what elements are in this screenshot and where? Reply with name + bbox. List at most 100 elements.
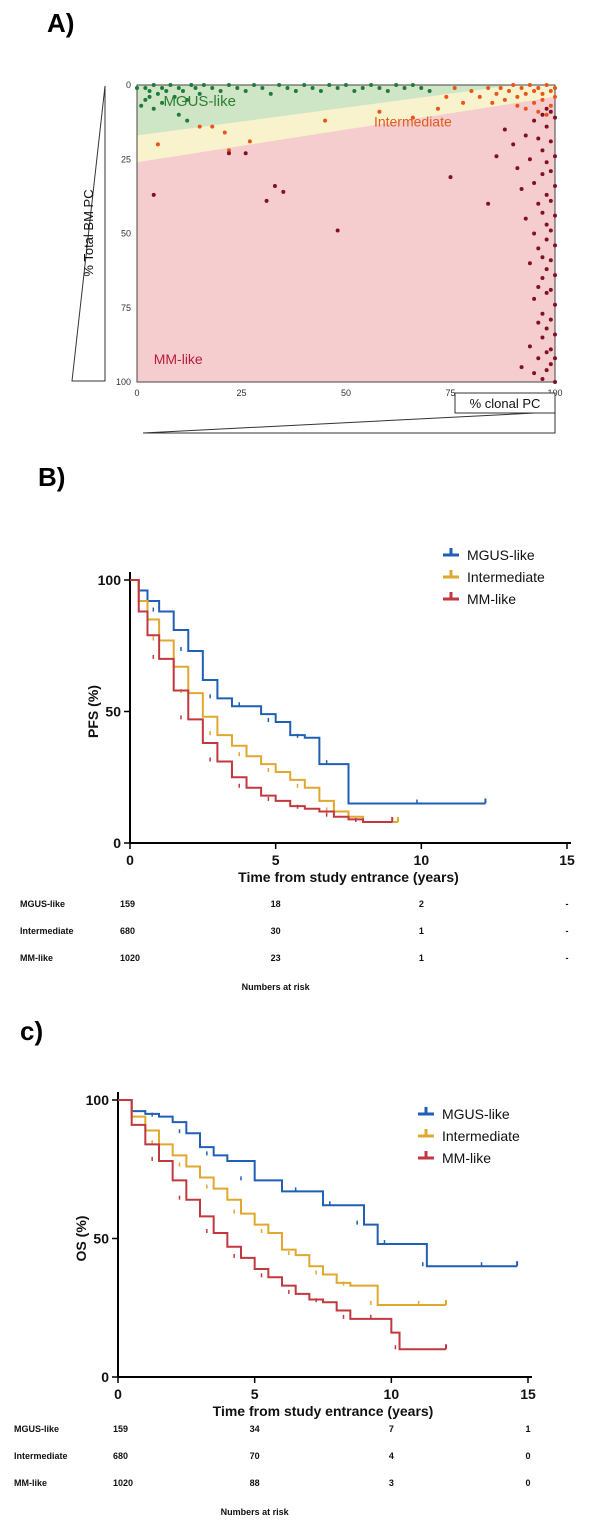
data-point <box>452 85 457 90</box>
region-label-intermediate: Intermediate <box>374 114 452 130</box>
legend-item: Intermediate <box>443 569 545 585</box>
y-tick-label: 50 <box>121 229 131 239</box>
data-point <box>523 106 528 111</box>
data-point <box>553 356 557 361</box>
data-point <box>226 151 231 156</box>
data-point <box>139 103 144 108</box>
risk-cell: - <box>566 953 569 963</box>
data-point <box>147 88 152 93</box>
data-point <box>155 142 160 147</box>
km-curve-mgus-like <box>118 1099 518 1268</box>
data-point <box>260 85 265 90</box>
data-point <box>502 127 507 132</box>
data-point <box>553 94 557 99</box>
y-tick-label: 100 <box>86 1092 110 1108</box>
data-point <box>419 85 424 90</box>
data-point <box>193 85 198 90</box>
data-point <box>201 83 206 87</box>
data-point <box>252 83 257 87</box>
data-point <box>553 115 557 120</box>
data-point <box>327 83 332 87</box>
x-tick-label: 0 <box>134 388 139 398</box>
data-point <box>523 91 528 96</box>
y-axis-title: OS (%) <box>73 1216 89 1262</box>
y-axis-title: PFS (%) <box>85 685 101 738</box>
legend-item: MM-like <box>443 591 516 607</box>
data-point <box>293 88 298 93</box>
data-point <box>143 85 148 90</box>
data-point <box>385 88 390 93</box>
y-axis-wedge <box>71 85 106 382</box>
data-point <box>544 83 549 87</box>
x-tick-label: 15 <box>520 1386 536 1402</box>
legend-item: MGUS-like <box>418 1106 510 1122</box>
x-tick-label: 5 <box>251 1386 259 1402</box>
data-point <box>553 213 557 218</box>
km-curve-mm-like <box>118 1099 446 1351</box>
data-point <box>323 118 328 123</box>
x-tick-label: 10 <box>384 1386 400 1402</box>
y-tick-label: 0 <box>126 80 131 90</box>
data-point <box>540 172 545 177</box>
data-point <box>544 237 549 242</box>
risk-cell: - <box>566 899 569 909</box>
data-point <box>548 139 553 144</box>
data-point <box>410 83 415 87</box>
legend-item: Intermediate <box>418 1128 520 1144</box>
data-point <box>155 91 160 96</box>
data-point <box>360 85 365 90</box>
data-point <box>540 255 545 260</box>
legend-label: Intermediate <box>442 1128 520 1144</box>
data-point <box>553 154 557 159</box>
risk-row-label: MM-like <box>20 953 53 963</box>
data-point <box>310 85 315 90</box>
data-point <box>410 115 415 120</box>
data-point <box>494 91 499 96</box>
data-point <box>548 169 553 174</box>
data-point <box>427 88 432 93</box>
km-curve-mm-like <box>130 579 393 823</box>
data-point <box>540 91 545 96</box>
region-mgus-like <box>137 85 515 136</box>
data-point <box>532 371 537 376</box>
legend-item: MGUS-like <box>443 547 535 563</box>
data-point <box>540 335 545 340</box>
legend-item: MM-like <box>418 1150 491 1166</box>
data-point <box>540 148 545 153</box>
data-point <box>402 85 407 90</box>
risk-row-label: Intermediate <box>14 1451 68 1461</box>
risk-row-label: Intermediate <box>20 926 74 936</box>
y-tick-label: 50 <box>93 1231 109 1247</box>
data-point <box>147 94 152 99</box>
data-point <box>444 94 449 99</box>
y-tick-label: 100 <box>98 572 122 588</box>
y-tick-label: 25 <box>121 154 131 164</box>
data-point <box>176 112 181 117</box>
data-point <box>544 112 549 117</box>
data-point <box>527 344 532 349</box>
data-point <box>318 88 323 93</box>
data-point <box>511 83 516 87</box>
y-tick-label: 0 <box>101 1369 109 1385</box>
data-point <box>540 210 545 215</box>
series-mgus-like <box>135 83 432 123</box>
data-point <box>235 85 240 90</box>
x-axis-title: % clonal PC <box>470 396 541 411</box>
data-point <box>536 109 541 114</box>
data-point <box>243 151 248 156</box>
data-point <box>548 287 553 292</box>
data-point <box>486 85 491 90</box>
x-axis-title: Time from study entrance (years) <box>238 869 459 885</box>
y-tick-label: 0 <box>113 835 121 851</box>
risk-row-label: MM-like <box>14 1478 47 1488</box>
legend-label: MM-like <box>442 1150 491 1166</box>
data-point <box>268 91 273 96</box>
data-point <box>197 91 202 96</box>
data-point <box>176 85 181 90</box>
series-mm-like <box>151 106 557 384</box>
data-point <box>477 94 482 99</box>
data-point <box>486 201 491 206</box>
data-point <box>536 284 541 289</box>
risk-cell: 1 <box>525 1424 530 1434</box>
risk-cell: 0 <box>525 1451 530 1461</box>
